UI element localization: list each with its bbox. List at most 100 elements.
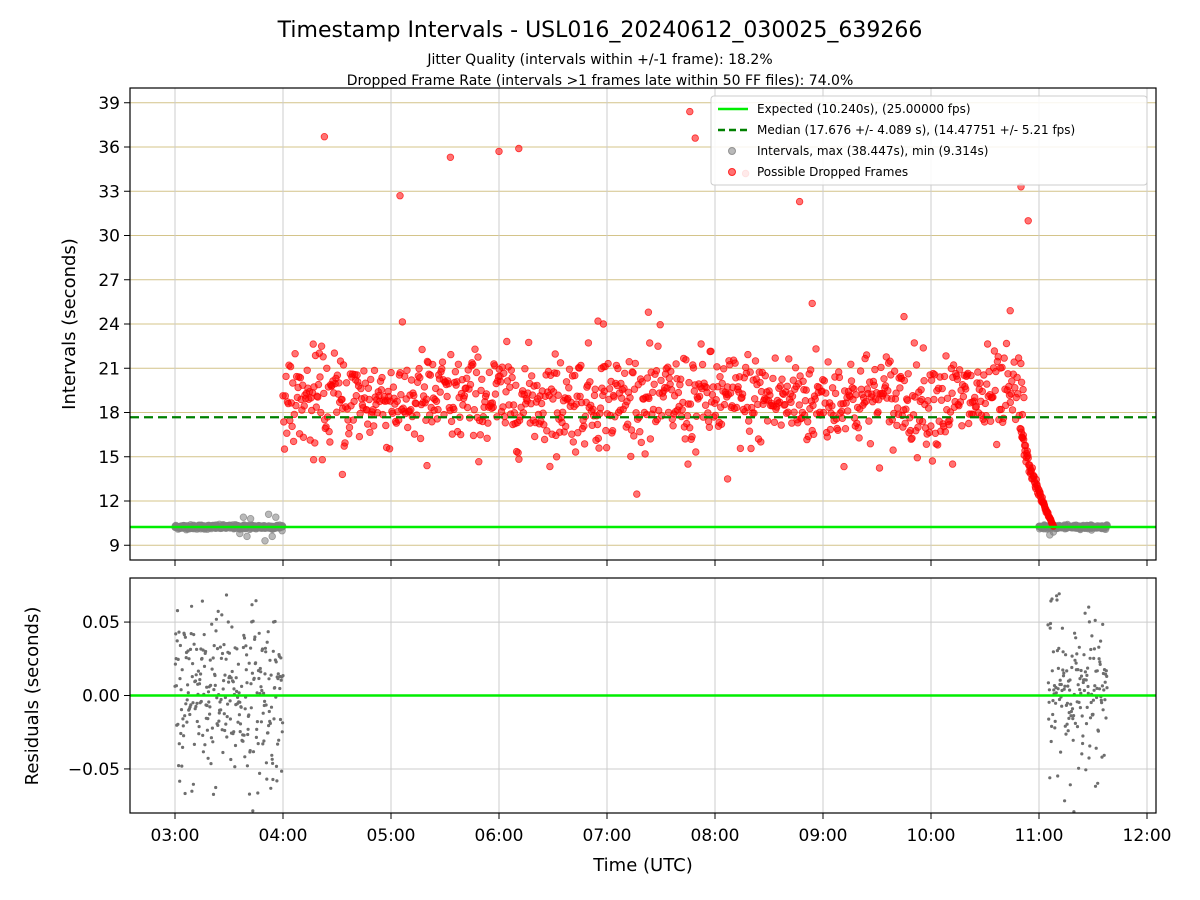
residual-point [279, 678, 283, 682]
residual-point [195, 719, 199, 724]
dropped-frame-point [410, 391, 418, 400]
dropped-frame-point [338, 470, 347, 479]
dropped-frame-point [695, 392, 704, 401]
dropped-frame-point [416, 434, 425, 443]
residual-point [1077, 700, 1081, 705]
dropped-frame-point [444, 380, 453, 388]
dropped-frame-point [370, 422, 378, 430]
dropped-frame-point [871, 365, 879, 374]
x-tick-label: 09:00 [799, 826, 848, 846]
residual-point [257, 676, 261, 681]
dropped-frame-point [432, 397, 441, 405]
dropped-frame-point [364, 420, 372, 428]
dropped-frame-point [783, 382, 791, 390]
dropped-frame-point [812, 345, 820, 353]
residual-point [1073, 631, 1077, 635]
residual-point [245, 764, 249, 768]
residual-point [1096, 781, 1100, 785]
dropped-frame-point [393, 397, 401, 405]
residual-point [222, 643, 226, 647]
dropped-frame-point [801, 397, 810, 405]
dropped-frame-point [491, 390, 500, 398]
dropped-frame-point [624, 420, 632, 428]
residual-point [1051, 650, 1055, 654]
residual-point [278, 717, 283, 722]
residual-point [175, 639, 179, 643]
dropped-frame-point [474, 353, 482, 361]
dropped-frame-point [852, 391, 860, 399]
residual-point [1051, 699, 1055, 703]
residual-point [1085, 705, 1089, 710]
residual-point [263, 646, 267, 650]
residual-point [199, 672, 203, 676]
dropped-frame-point [652, 367, 661, 375]
residual-point [253, 635, 257, 639]
residual-point [1076, 668, 1080, 672]
residual-point [247, 661, 251, 665]
dropped-frame-point [554, 391, 562, 399]
dropped-frame-point [777, 421, 785, 429]
residual-point [1047, 717, 1051, 721]
residual-point [223, 673, 227, 677]
residual-point [1091, 698, 1095, 702]
residual-point [229, 676, 233, 680]
dropped-frame-point [309, 340, 317, 348]
dropped-frame-point [565, 365, 574, 373]
dropped-frame-point [314, 393, 322, 401]
dropped-frame-point [828, 384, 837, 392]
residual-point [1103, 698, 1107, 702]
dropped-frame-point [643, 374, 652, 382]
dropped-frame-point [416, 374, 424, 382]
residual-point [1050, 724, 1054, 729]
residual-point [222, 712, 226, 716]
dropped-frame-point [804, 418, 812, 426]
dropped-frame-point [349, 416, 357, 424]
dropped-frame-point [571, 371, 579, 380]
dropped-frame-point [447, 417, 456, 426]
residual-point [238, 722, 243, 726]
residual-point [1065, 701, 1069, 705]
residual-point [211, 740, 215, 744]
residual-point [1056, 687, 1060, 691]
residual-point [1052, 688, 1056, 692]
residual-point [214, 617, 218, 621]
dropped-frame-point [723, 475, 732, 483]
residual-point [243, 707, 247, 711]
residual-point [1096, 729, 1100, 733]
residual-point [1074, 661, 1078, 665]
residual-point [191, 782, 195, 786]
dropped-frame-point [283, 429, 291, 437]
dropped-frame-point [495, 147, 503, 156]
dropped-frame-point [965, 419, 973, 428]
residual-point [236, 720, 240, 724]
residual-point [1054, 701, 1058, 705]
residual-point [264, 761, 268, 765]
residual-point [274, 660, 278, 664]
dropped-frame-point [751, 357, 760, 365]
residual-point [209, 683, 213, 688]
x-axis-label: Time (UTC) [592, 855, 693, 876]
dropped-frame-point [577, 361, 585, 370]
residual-point [1100, 755, 1104, 759]
dropped-frame-point [569, 438, 577, 446]
dropped-frame-point [866, 440, 875, 448]
dropped-frame-point [299, 433, 308, 441]
dropped-frame-point [900, 312, 908, 321]
dropped-frame-point [389, 383, 398, 391]
residual-point [201, 750, 205, 754]
dropped-frame-point [333, 371, 342, 379]
interval-point [264, 510, 273, 518]
residual-point [251, 750, 256, 754]
dropped-frame-point [515, 455, 523, 463]
residual-point [191, 701, 195, 705]
residual-point [1074, 636, 1078, 640]
dropped-frame-point [403, 366, 411, 374]
residual-point [1095, 669, 1099, 673]
dropped-frame-point [1017, 359, 1025, 368]
residual-point [191, 662, 195, 666]
dropped-frame-point [510, 409, 518, 417]
dropped-frame-point [625, 358, 633, 366]
dropped-frame-point [377, 386, 385, 394]
dropped-frame-point [874, 408, 882, 416]
